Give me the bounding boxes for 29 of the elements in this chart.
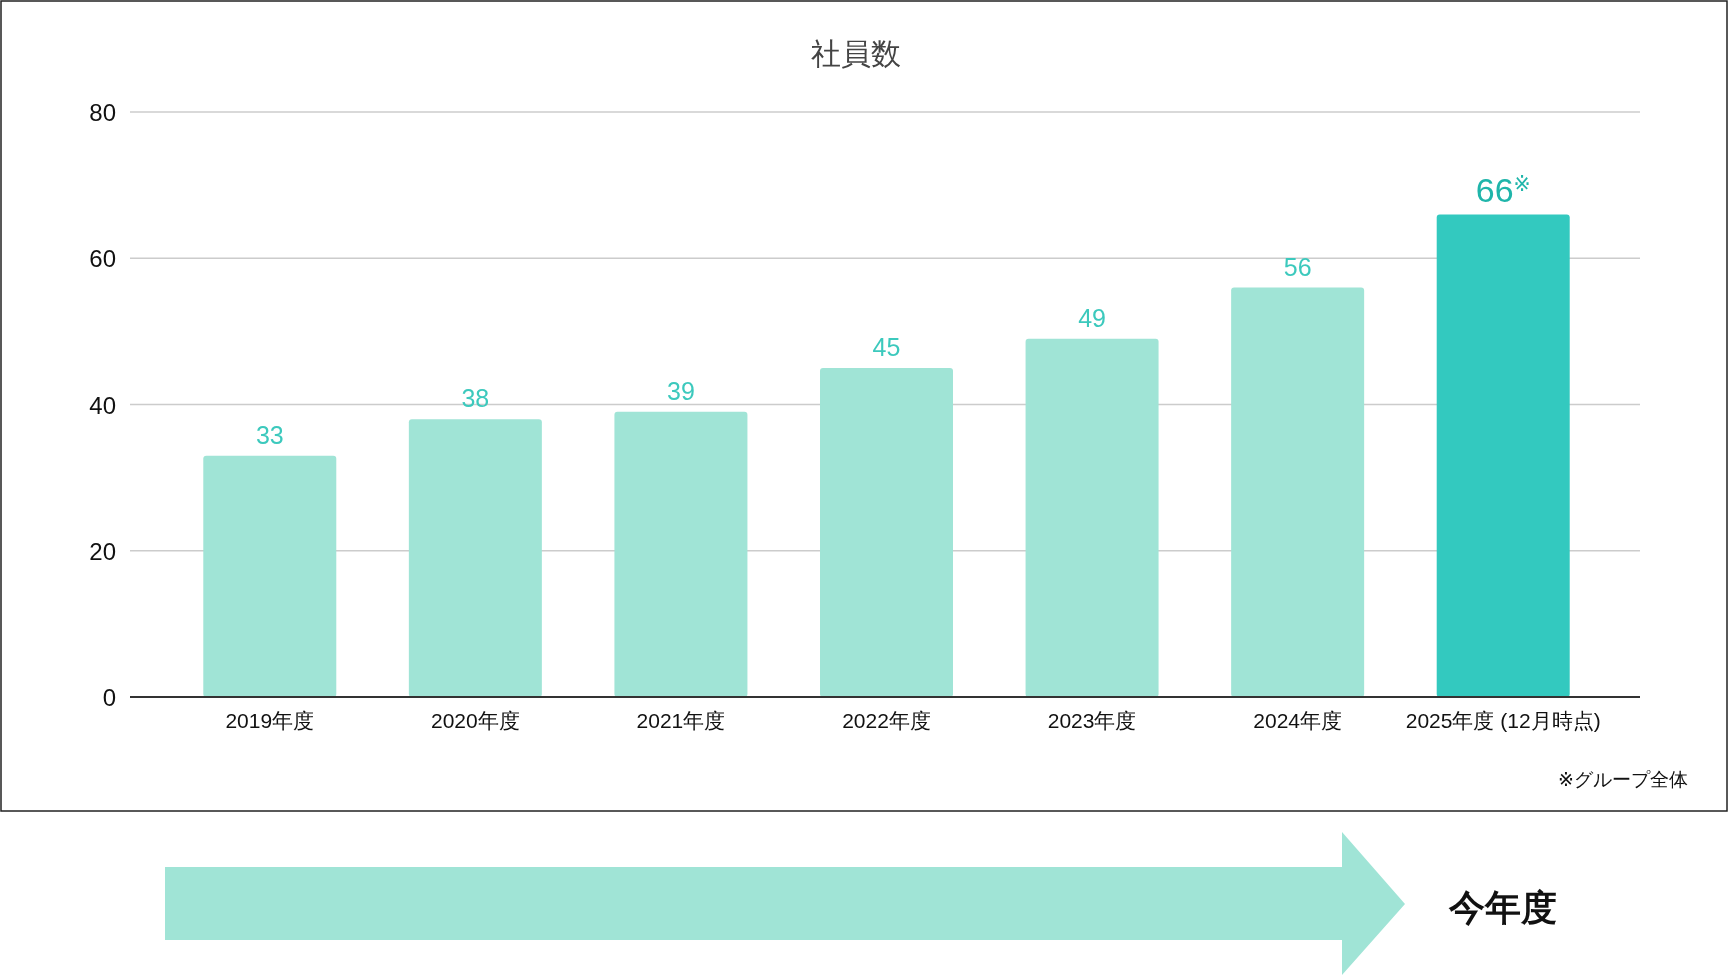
y-tick-label: 20 — [89, 537, 116, 565]
y-tick-label: 40 — [89, 391, 116, 419]
x-tick-label: 2024年度 — [1253, 709, 1342, 732]
data-label: 66$^{※}$ — [1475, 171, 1531, 210]
data-label: 39 — [667, 376, 695, 405]
chart-title: 社員数 — [811, 37, 901, 70]
y-tick-label: 0 — [102, 684, 116, 711]
data-label: 49 — [1078, 303, 1106, 332]
data-label: 38 — [461, 384, 490, 413]
bar — [1231, 287, 1365, 697]
bar — [1436, 214, 1570, 697]
y-tick-label: 80 — [89, 99, 116, 126]
text: ※グループ全体 — [1558, 769, 1688, 790]
bar — [614, 411, 748, 697]
x-tick-label: 2025年度 (12月時点) — [1405, 709, 1601, 732]
data-label: 45 — [872, 332, 901, 361]
data-label: 33 — [255, 420, 284, 449]
bar — [1025, 338, 1159, 697]
bar — [203, 455, 337, 697]
x-tick-label: 2021年度 — [636, 709, 726, 732]
bar — [408, 419, 542, 697]
y-tick-label: 60 — [89, 245, 116, 273]
text: 今年度 — [1448, 887, 1557, 928]
x-tick-label: 2019年度 — [225, 709, 315, 732]
bar — [820, 367, 953, 697]
data-label: 56 — [1283, 252, 1312, 281]
x-tick-label: 2020年度 — [431, 709, 520, 732]
x-tick-label: 2022年度 — [842, 709, 931, 732]
x-tick-label: 2023年度 — [1047, 709, 1137, 732]
